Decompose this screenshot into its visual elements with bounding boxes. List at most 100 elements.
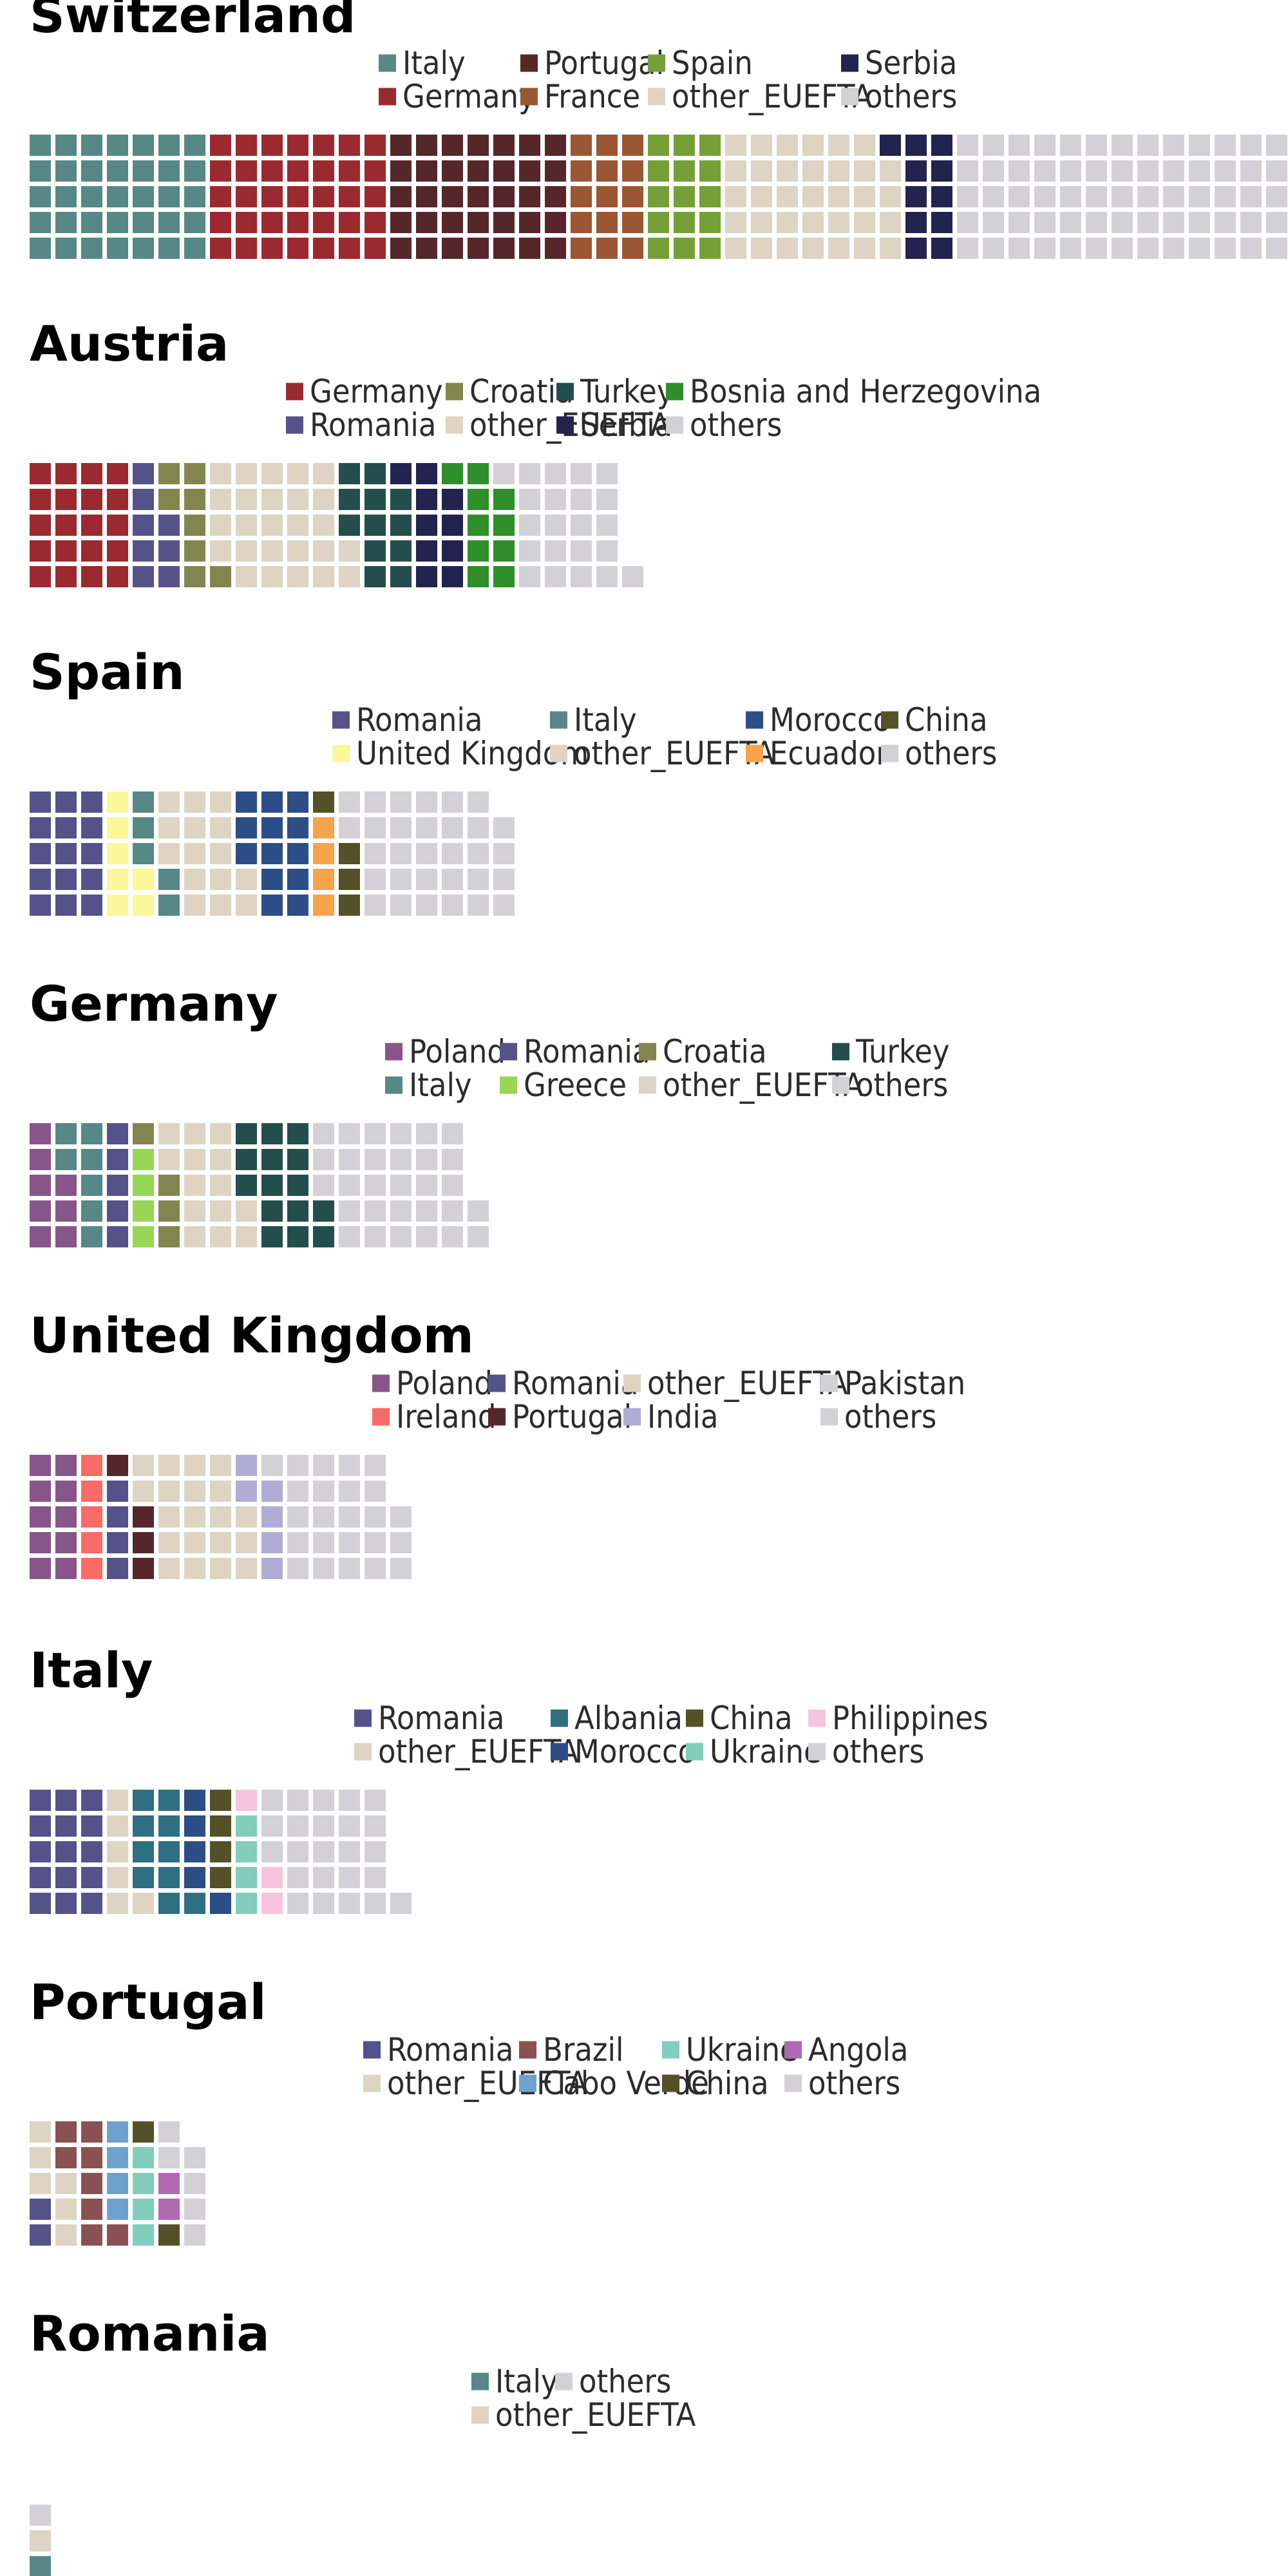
waffle-cell-others	[442, 895, 463, 916]
legend-swatch	[808, 1709, 826, 1727]
waffle-cell-others	[390, 869, 412, 890]
waffle-cell-others	[1086, 238, 1107, 259]
waffle-cell-serbia	[931, 135, 952, 156]
waffle-cell-others	[1009, 212, 1030, 233]
waffle-cell-germany	[236, 238, 257, 259]
legend-item-germany: Germany	[286, 373, 443, 410]
waffle-cell-france	[571, 135, 592, 156]
legend-swatch	[354, 1743, 372, 1761]
legend-swatch	[556, 383, 574, 401]
waffle-cell-portugal	[493, 160, 515, 182]
waffle-cell-portugal	[133, 1506, 154, 1528]
waffle-cell-other-euefta	[236, 1200, 257, 1222]
waffle-cell-portugal	[468, 135, 489, 156]
waffle-cell-albania	[184, 1893, 205, 1914]
waffle-cell-romania	[133, 463, 154, 484]
waffle-cell-other-euefta	[313, 489, 334, 510]
waffle-cell-others	[1240, 212, 1262, 233]
waffle-cell-others	[416, 869, 437, 890]
waffle-cell-romania	[30, 817, 51, 838]
waffle-cell-germany	[210, 212, 231, 233]
panel-austria: AustriaGermanyRomaniaCroatiaother_EUEFTA…	[30, 315, 1041, 587]
waffle-cell-germany	[339, 212, 360, 233]
legend-swatch	[648, 54, 665, 72]
waffle-cell-romania	[133, 540, 154, 562]
waffle-cell-other-euefta	[287, 566, 308, 587]
legend-label: others	[856, 1066, 948, 1104]
waffle-cell-others	[390, 1200, 412, 1222]
waffle-cell-italy	[158, 186, 180, 207]
waffle-cell-others	[416, 1226, 437, 1247]
waffle-cell-france	[622, 160, 643, 182]
waffle-cell-italy	[133, 791, 154, 813]
waffle-cell-others	[1163, 160, 1184, 182]
legend-swatch	[623, 1374, 641, 1392]
waffle-cell-romania	[30, 1815, 51, 1837]
legend-swatch	[446, 383, 463, 401]
legend-item-others: others	[808, 1733, 924, 1770]
waffle-cell-ukraine	[133, 2224, 154, 2246]
legend-swatch	[881, 744, 898, 762]
waffle-cell-other-euefta	[287, 489, 308, 510]
waffle-cell-serbia	[442, 540, 463, 562]
waffle-cell-france	[571, 186, 592, 207]
waffle-cell-ecuador	[313, 895, 334, 916]
waffle-cell-others	[287, 1481, 308, 1502]
waffle-cell-other-euefta	[854, 160, 875, 182]
waffle-cell-spain	[674, 212, 695, 233]
waffle-cell-romania	[107, 1506, 128, 1528]
waffle-cell-albania	[133, 1841, 154, 1862]
waffle-cell-ireland	[81, 1506, 102, 1528]
waffle-cell-morocco	[261, 817, 283, 838]
waffle-cell-portugal	[442, 135, 463, 156]
waffle-cell-turkey	[287, 1175, 308, 1196]
legend-swatch	[666, 383, 683, 401]
legend-item-ireland: Ireland	[372, 1398, 496, 1435]
waffle-cell-others	[313, 1506, 334, 1528]
waffle-cell-germany	[81, 463, 102, 484]
waffle-cell-others	[545, 540, 566, 562]
waffle-cell-philippines	[261, 1893, 283, 1914]
waffle-cell-italy	[30, 160, 51, 182]
legend-item-others: others	[881, 735, 997, 772]
legend-item-brazil: Brazil	[519, 2031, 624, 2069]
legend-label: Serbia	[865, 44, 957, 82]
waffle-cell-others	[390, 1506, 412, 1528]
waffle-grid	[30, 1123, 489, 1247]
waffle-cell-germany	[107, 566, 128, 587]
waffle-cell-germany	[55, 463, 77, 484]
waffle-cell-france	[622, 238, 643, 259]
waffle-cell-turkey	[236, 1123, 257, 1144]
waffle-cell-morocco	[287, 869, 308, 890]
legend-label: Ireland	[396, 1398, 496, 1435]
waffle-cell-others	[545, 463, 566, 484]
waffle-cell-other-euefta	[210, 1481, 231, 1502]
panel-title: United Kingdom	[30, 1307, 474, 1364]
waffle-cell-other-euefta	[210, 869, 231, 890]
waffle-cell-spain	[699, 135, 721, 156]
waffle-cell-poland	[55, 1558, 77, 1579]
waffle-cell-ukraine	[236, 1841, 257, 1862]
waffle-cell-france	[622, 212, 643, 233]
waffle-cell-china	[210, 1841, 231, 1862]
legend-label: others	[808, 2065, 900, 2102]
waffle-cell-romania	[55, 1867, 77, 1888]
waffle-cell-others	[365, 1149, 386, 1170]
waffle-cell-others	[957, 160, 978, 182]
waffle-cell-romania	[55, 869, 77, 890]
legend-label: Turkey	[855, 1033, 949, 1070]
waffle-cell-serbia	[905, 160, 927, 182]
waffle-cell-philippines	[261, 1867, 283, 1888]
waffle-cell-germany	[81, 489, 102, 510]
legend-swatch	[832, 1043, 849, 1061]
waffle-cell-romania	[81, 1790, 102, 1811]
waffle-cell-spain	[648, 186, 669, 207]
waffle-cell-others	[261, 1790, 283, 1811]
legend-label: Italy	[402, 44, 466, 82]
waffle-cell-other-euefta	[287, 463, 308, 484]
waffle-cell-others	[1189, 212, 1210, 233]
waffle-cell-others	[442, 1226, 463, 1247]
waffle-cell-others	[957, 238, 978, 259]
waffle-cell-turkey	[261, 1175, 283, 1196]
legend-swatch	[550, 744, 567, 762]
